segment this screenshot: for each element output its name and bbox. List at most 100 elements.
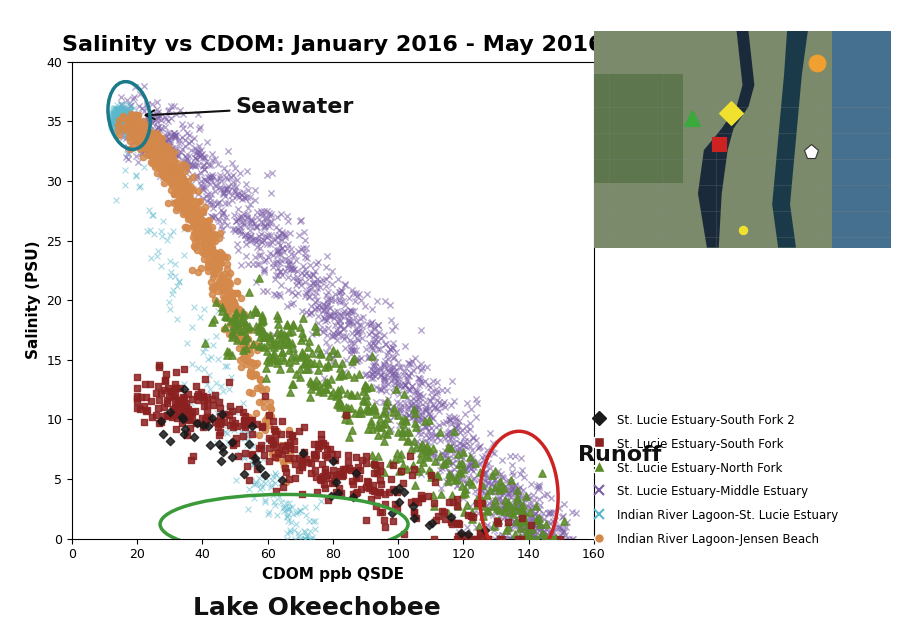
Point xyxy=(491,505,506,515)
Point xyxy=(414,437,428,447)
Point xyxy=(178,209,193,219)
Point xyxy=(177,141,192,151)
Point xyxy=(112,110,127,120)
Point xyxy=(159,410,174,420)
Point xyxy=(395,431,410,441)
Point xyxy=(246,259,260,269)
Point xyxy=(258,419,273,429)
Point xyxy=(168,169,183,179)
Point xyxy=(168,167,183,177)
Point xyxy=(311,439,326,449)
Point xyxy=(121,142,135,152)
Point xyxy=(361,405,375,415)
Point xyxy=(212,263,227,273)
Point xyxy=(263,330,277,340)
Point xyxy=(163,148,177,158)
Point xyxy=(241,475,256,485)
Point xyxy=(136,131,150,141)
Point xyxy=(181,204,195,214)
Point xyxy=(224,405,238,415)
Point xyxy=(364,369,379,379)
Point xyxy=(110,111,124,121)
Point xyxy=(204,212,219,222)
Point xyxy=(111,114,125,124)
Point xyxy=(152,418,166,428)
Point xyxy=(129,152,143,162)
Point xyxy=(257,206,272,216)
Point xyxy=(170,163,184,173)
Point xyxy=(516,500,530,509)
Point xyxy=(114,118,129,128)
Point xyxy=(530,484,544,494)
Point xyxy=(165,386,179,396)
Point xyxy=(294,280,309,290)
Point xyxy=(257,256,272,266)
Point xyxy=(189,228,203,238)
Text: Seawater: Seawater xyxy=(146,97,354,119)
Point xyxy=(288,534,302,543)
Point xyxy=(256,422,270,431)
Point xyxy=(231,323,246,333)
Point xyxy=(304,284,319,294)
Point xyxy=(500,534,515,543)
Point xyxy=(260,214,274,223)
Point xyxy=(356,386,371,396)
Point xyxy=(347,306,362,316)
Point xyxy=(205,413,220,423)
Point xyxy=(110,111,124,121)
Point xyxy=(248,370,263,380)
Point xyxy=(166,289,180,299)
Point xyxy=(324,311,338,321)
Point xyxy=(480,519,494,529)
Point xyxy=(255,329,269,339)
Point xyxy=(464,463,478,473)
Point xyxy=(503,498,517,508)
Point xyxy=(514,534,528,543)
Point xyxy=(524,520,538,530)
Point xyxy=(146,210,160,220)
Point xyxy=(248,452,262,462)
Point xyxy=(161,197,176,207)
Point xyxy=(491,515,505,525)
Point xyxy=(150,129,165,139)
Point xyxy=(388,374,402,384)
Point xyxy=(181,196,195,206)
Point xyxy=(185,217,200,227)
Point xyxy=(516,516,530,526)
Title: Salinity vs CDOM: January 2016 - May 2016: Salinity vs CDOM: January 2016 - May 201… xyxy=(62,35,604,55)
Point xyxy=(324,266,338,275)
Point xyxy=(212,259,227,269)
Point xyxy=(160,128,175,138)
Point xyxy=(428,430,442,439)
Point xyxy=(249,307,264,317)
Point xyxy=(194,227,208,237)
Point xyxy=(399,425,413,435)
Point xyxy=(432,397,446,407)
Point xyxy=(153,151,167,161)
Point xyxy=(202,384,217,394)
Point xyxy=(497,512,511,522)
Point xyxy=(265,337,279,347)
Point xyxy=(170,168,184,178)
Point xyxy=(365,317,380,327)
Point xyxy=(238,317,252,327)
Point xyxy=(194,176,209,186)
Point xyxy=(287,525,302,535)
Point xyxy=(261,230,275,240)
Point xyxy=(303,358,318,368)
Point xyxy=(140,392,154,402)
Point xyxy=(111,103,125,113)
Point xyxy=(515,465,529,475)
Point xyxy=(307,358,321,368)
Point xyxy=(415,410,429,420)
Point xyxy=(418,430,433,440)
Point xyxy=(258,363,273,373)
Point xyxy=(487,526,501,535)
Point xyxy=(340,369,355,379)
Point xyxy=(492,505,507,515)
Point xyxy=(530,515,544,525)
Point xyxy=(520,534,535,543)
Point xyxy=(445,490,459,500)
Point xyxy=(504,481,518,491)
Point xyxy=(111,121,125,131)
